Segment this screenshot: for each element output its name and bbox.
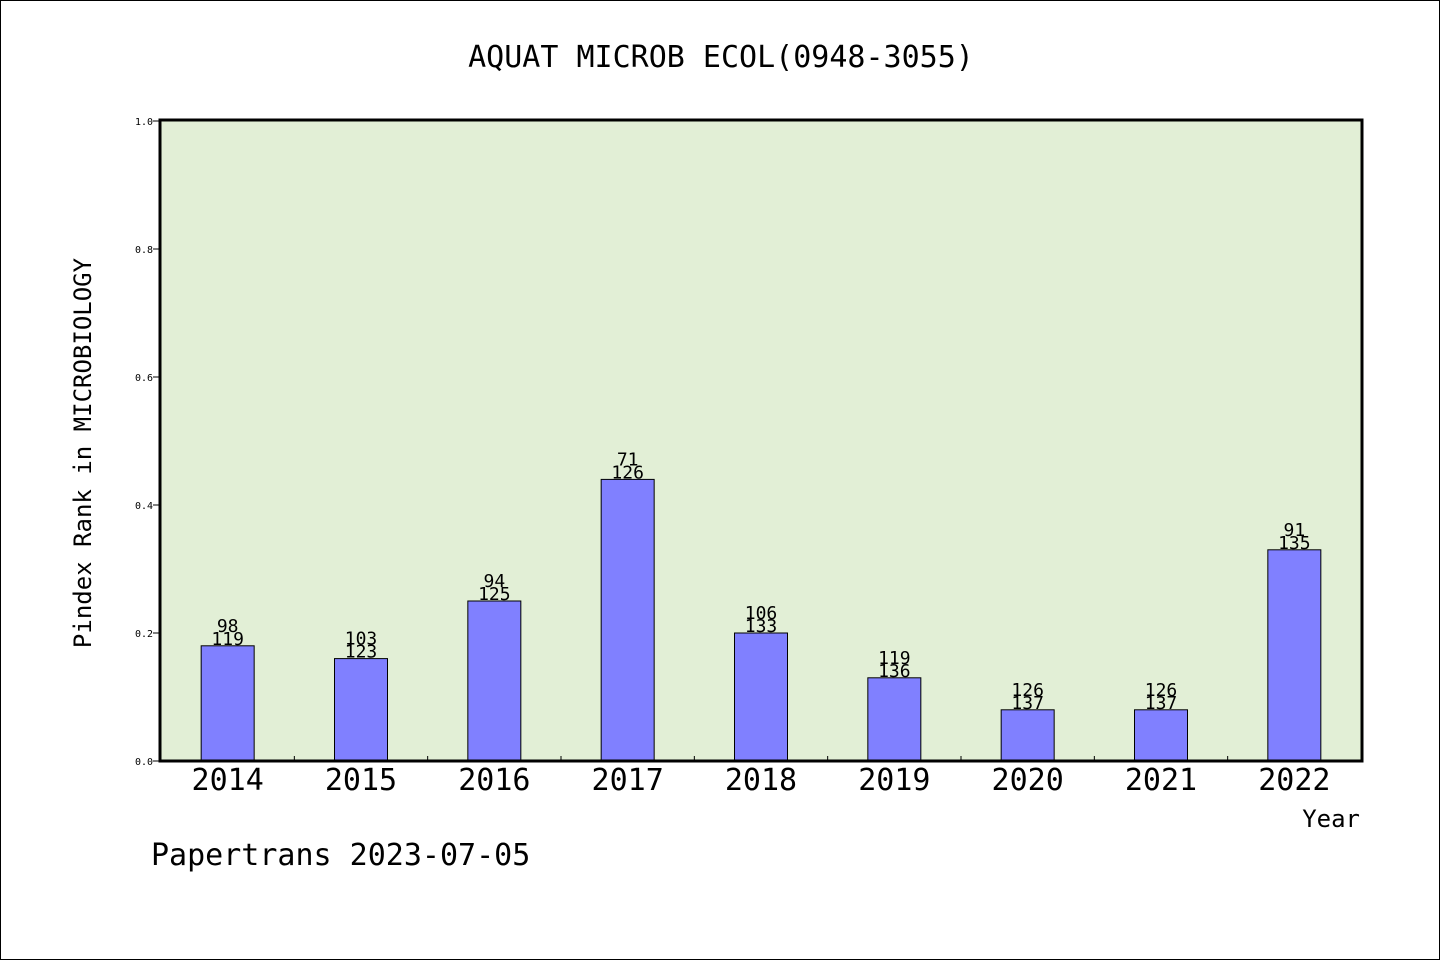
x-tick-label-2015: 2015	[325, 763, 397, 798]
bar-label-bottom-2021: 137	[1145, 693, 1178, 714]
bar-label-bottom-2016: 125	[478, 584, 511, 605]
x-tick-label-2022: 2022	[1258, 763, 1330, 798]
bar-label-top-2018: 106	[745, 603, 778, 624]
x-tick-label-2017: 2017	[592, 763, 664, 798]
bar-2015	[334, 658, 388, 762]
bar-label-top-2020: 126	[1011, 680, 1044, 701]
bar-label-bottom-2019: 136	[878, 661, 911, 682]
bar-2017	[600, 478, 655, 762]
bar-2020	[1000, 709, 1055, 762]
x-tick-label-2021: 2021	[1125, 763, 1197, 798]
bar-label-top-2017: 71	[617, 449, 639, 470]
bar-label-top-2019: 119	[878, 648, 911, 669]
y-tick-label: 0.6	[135, 373, 153, 384]
bar-label-bottom-2018: 133	[745, 616, 778, 637]
bar-label-top-2021: 126	[1145, 680, 1178, 701]
y-axis-label: Pindex Rank in MICROBIOLOGY	[69, 257, 97, 648]
x-tick-label-2016: 2016	[458, 763, 530, 798]
y-tick-label: 1.0	[135, 117, 153, 128]
bar-2021	[1134, 709, 1188, 762]
x-tick-label-2020: 2020	[992, 763, 1064, 798]
chart-title: AQUAT MICROB ECOL(0948-3055)	[468, 40, 974, 75]
bar-label-top-2015: 103	[345, 629, 378, 650]
x-tick-label-2018: 2018	[725, 763, 797, 798]
axis-layer: 2014 2015 2016 2017 2018 2019 2020 2021 2022 0.0 0…	[135, 117, 1331, 798]
footer-credit: Papertrans 2023-07-05	[151, 838, 530, 873]
bar-2014	[200, 645, 255, 762]
x-axis-label: Year	[1302, 805, 1360, 833]
bar-label-top-2014: 98	[217, 616, 239, 637]
bar-label-bottom-2020: 137	[1011, 693, 1044, 714]
bar-2022	[1267, 549, 1322, 762]
x-tick-label-2019: 2019	[858, 763, 930, 798]
plot-border	[158, 118, 1364, 763]
bar-label-top-2022: 91	[1283, 520, 1305, 541]
bars-layer	[200, 478, 1322, 762]
bar-label-bottom-2022: 135	[1278, 533, 1311, 554]
bar-label-bottom-2014: 119	[211, 629, 244, 650]
y-tick-label: 0.2	[135, 629, 153, 640]
bar-2019	[867, 677, 922, 762]
bar-label-bottom-2017: 126	[611, 462, 644, 483]
y-tick-label: 0.8	[135, 245, 153, 256]
y-tick-label: 0.4	[135, 501, 153, 512]
bar-label-bottom-2015: 123	[345, 642, 378, 663]
bar-label-top-2016: 94	[483, 571, 505, 592]
bar-2018	[734, 632, 788, 762]
bar-2016	[467, 600, 522, 762]
y-tick-label: 0.0	[135, 757, 153, 768]
x-tick-label-2014: 2014	[192, 763, 264, 798]
